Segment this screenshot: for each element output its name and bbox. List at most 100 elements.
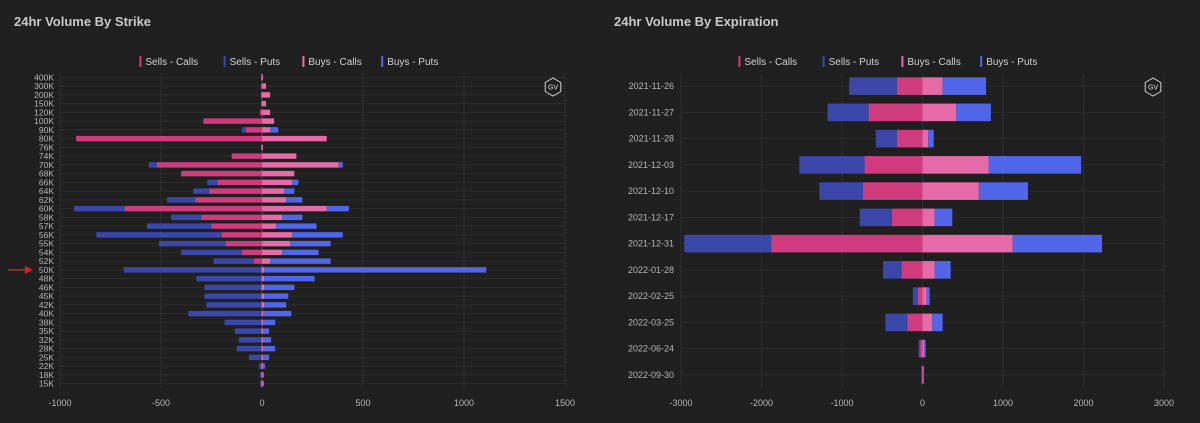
strike-category-label-45k: 45K — [39, 291, 54, 301]
strike-legend-label-buys-calls[interactable]: Buys - Calls — [308, 57, 361, 68]
strike-bar-sells-calls-25k — [260, 354, 262, 361]
strike-legend-label-sells-puts[interactable]: Sells - Puts — [230, 57, 281, 68]
expiration-bar-buys-calls-2022-02-25 — [922, 287, 927, 305]
strike-bar-buys-puts-70k — [338, 162, 343, 168]
strike-bar-sells-puts-60k — [74, 205, 125, 212]
strike-category-label-42k: 42K — [39, 300, 54, 310]
strike-bar-buys-puts-50k — [264, 267, 487, 273]
expiration-gv-logo: GV — [1144, 77, 1162, 97]
strike-legend-swatch-buys-calls — [302, 56, 305, 67]
strike-bar-buys-puts-56k — [292, 232, 343, 238]
strike-bar-sells-puts-15k — [259, 380, 261, 387]
strike-category-label-46k: 46K — [39, 282, 54, 292]
strike-bar-buys-calls-55k — [262, 240, 291, 247]
strike-bar-buys-calls-64k — [262, 188, 285, 194]
strike-category-label-90k: 90K — [39, 125, 54, 135]
strike-bar-sells-puts-66k — [207, 179, 218, 186]
strike-bar-buys-calls-32k — [262, 337, 264, 343]
strike-bar-buys-calls-60k — [262, 205, 327, 212]
strike-bar-sells-calls-55k — [225, 240, 262, 247]
expiration-category-label-2021-11-28: 2021-11-28 — [629, 134, 674, 144]
strike-bar-sells-puts-54k — [181, 249, 242, 256]
strike-category-label-48k: 48K — [39, 274, 54, 284]
strike-bar-buys-calls-38k — [262, 319, 264, 326]
strike-bar-sells-calls-56k — [221, 232, 262, 238]
expiration-bar-buys-puts-2022-09-30 — [923, 366, 925, 384]
strike-category-label-58k: 58K — [39, 212, 54, 222]
expiration-bar-buys-puts-2022-06-24 — [924, 339, 926, 358]
expiration-bar-sells-puts-2021-12-17 — [859, 208, 892, 227]
strike-category-label-62k: 62K — [39, 195, 54, 205]
strike-bar-buys-calls-150k — [262, 100, 267, 107]
expiration-bar-sells-calls-2022-03-25 — [907, 313, 923, 332]
strike-category-label-66k: 66K — [39, 177, 54, 187]
strike-category-label-25k: 25K — [39, 352, 54, 362]
strike-bar-sells-calls-28k — [260, 345, 262, 352]
expiration-bar-sells-calls-2021-11-28 — [896, 129, 923, 148]
strike-bar-buys-calls-66k — [262, 179, 293, 186]
strike-bar-sells-calls-45k — [260, 293, 262, 299]
expiration-bar-sells-calls-2022-06-24 — [920, 339, 923, 358]
strike-bar-sells-puts-35k — [234, 328, 261, 334]
expiration-bar-sells-calls-2021-11-27 — [868, 103, 923, 122]
expiration-bar-sells-calls-2021-12-03 — [864, 156, 923, 174]
expiration-bar-sells-calls-2022-02-25 — [917, 287, 923, 305]
expiration-bar-sells-puts-2022-03-25 — [885, 313, 908, 332]
strike-bar-sells-puts-52k — [213, 258, 254, 264]
expiration-x-tick-label: -2000 — [750, 398, 773, 408]
expiration-legend-label-sells-calls[interactable]: Sells - Calls — [744, 57, 797, 68]
expiration-legend: Sells - Calls Sells - Puts Buys - Calls Buy… — [738, 56, 1037, 68]
strike-bar-buys-calls-54k — [262, 249, 283, 256]
strike-bar-sells-calls-200k — [260, 92, 262, 98]
strike-bar-buys-puts-60k — [326, 205, 349, 212]
expiration-bar-sells-calls-2021-11-26 — [896, 77, 923, 95]
expiration-legend-label-buys-calls[interactable]: Buys - Calls — [907, 57, 960, 68]
strike-legend-swatch-sells-calls — [139, 56, 142, 67]
strike-bar-buys-calls-120k — [262, 109, 271, 116]
expiration-legend-label-sells-puts[interactable]: Sells - Puts — [829, 57, 880, 68]
strike-bar-buys-puts-32k — [263, 337, 272, 343]
strike-bar-buys-calls-400k — [262, 74, 264, 81]
strike-bar-buys-calls-42k — [262, 302, 265, 308]
strike-category-label-68k: 68K — [39, 169, 54, 179]
strike-bar-buys-calls-40k — [262, 310, 264, 317]
expiration-bar-sells-puts-2021-11-26 — [849, 77, 897, 95]
strike-legend-label-sells-calls[interactable]: Sells - Calls — [145, 57, 198, 68]
strike-bar-buys-calls-62k — [262, 197, 287, 203]
strike-category-label-74k: 74K — [39, 151, 54, 161]
strike-bar-buys-puts-45k — [264, 293, 289, 299]
strike-bar-sells-calls-150k — [260, 100, 262, 107]
expiration-category-label-2021-11-26: 2021-11-26 — [629, 81, 674, 91]
expiration-bar-sells-calls-2021-12-31 — [771, 234, 923, 253]
strike-bar-buys-puts-35k — [263, 328, 270, 334]
expiration-bar-sells-puts-2022-02-25 — [912, 287, 918, 305]
strike-bar-sells-calls-76k — [260, 144, 262, 151]
strike-bar-buys-puts-40k — [263, 310, 292, 317]
expiration-bar-buys-puts-2021-12-03 — [988, 156, 1082, 174]
strike-bar-sells-calls-38k — [260, 319, 262, 326]
strike-bar-sells-calls-120k — [259, 109, 262, 116]
strike-bar-buys-calls-68k — [262, 170, 295, 177]
strike-legend-swatch-buys-puts — [381, 56, 384, 67]
expiration-bar-sells-puts-2021-11-27 — [827, 103, 869, 122]
strike-bar-sells-puts-70k — [148, 162, 157, 168]
expiration-bar-sells-puts-2022-09-30 — [921, 366, 923, 384]
expiration-x-tick-label: 1000 — [993, 398, 1013, 408]
strike-bar-sells-calls-32k — [260, 337, 262, 343]
strike-bar-sells-puts-48k — [196, 275, 261, 282]
strike-legend-label-buys-puts[interactable]: Buys - Puts — [387, 57, 438, 68]
expiration-category-label-2022-09-30: 2022-09-30 — [628, 370, 674, 380]
strike-bar-sells-puts-50k — [123, 267, 261, 273]
expiration-legend-label-buys-puts[interactable]: Buys - Puts — [986, 57, 1037, 68]
expiration-x-tick-label: 2000 — [1073, 398, 1093, 408]
strike-category-label-55k: 55K — [39, 239, 54, 249]
strike-bar-sells-puts-90k — [241, 127, 246, 133]
expiration-bar-buys-calls-2022-06-24 — [922, 339, 925, 358]
expiration-bar-buys-puts-2021-11-28 — [928, 129, 934, 148]
expiration-bar-buys-calls-2022-03-25 — [922, 313, 933, 332]
strike-x-tick-label: -500 — [152, 398, 170, 408]
strike-bar-buys-calls-15k — [262, 380, 264, 387]
expiration-bar-buys-calls-2021-12-31 — [922, 234, 1013, 253]
strike-category-label-52k: 52K — [39, 256, 54, 266]
strike-category-label-300k: 300K — [34, 81, 54, 91]
